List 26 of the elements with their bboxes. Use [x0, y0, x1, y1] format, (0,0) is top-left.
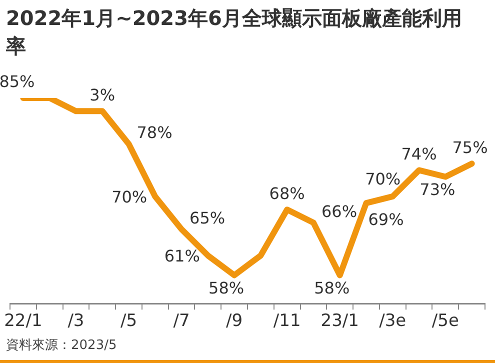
x-tick-label: 22/1 — [4, 311, 42, 332]
data-label: 75% — [452, 138, 488, 157]
data-label: 58% — [314, 278, 350, 298]
x-tick-label: /5e — [432, 311, 459, 332]
x-tick-label: /3e — [379, 311, 406, 332]
x-tick-label: /7 — [173, 311, 190, 332]
x-tick-label: /3 — [68, 311, 84, 332]
x-tick-label: /9 — [226, 311, 243, 332]
data-label: 70% — [365, 170, 401, 189]
data-label: 70% — [112, 188, 148, 207]
data-label: 85% — [0, 72, 35, 92]
source-note: 資料來源：2023/5 — [6, 337, 117, 354]
chart-title: 2022年1月~2023年6月全球顯示面板廠產能利用率 — [6, 5, 463, 60]
x-tick-label: /11 — [273, 311, 301, 332]
data-label: 78% — [136, 123, 172, 142]
data-label: 65% — [190, 208, 226, 228]
annotation: 3% — [90, 85, 116, 104]
data-label: 61% — [164, 246, 200, 266]
data-label: 58% — [208, 278, 244, 298]
data-label: 66% — [321, 202, 358, 221]
data-label: 73% — [420, 180, 456, 199]
x-tick-label: /5 — [120, 311, 138, 332]
data-label: 74% — [401, 144, 437, 164]
x-tick-label: 23/1 — [320, 311, 359, 332]
data-label: 69% — [368, 210, 404, 230]
data-label: 68% — [269, 184, 305, 203]
